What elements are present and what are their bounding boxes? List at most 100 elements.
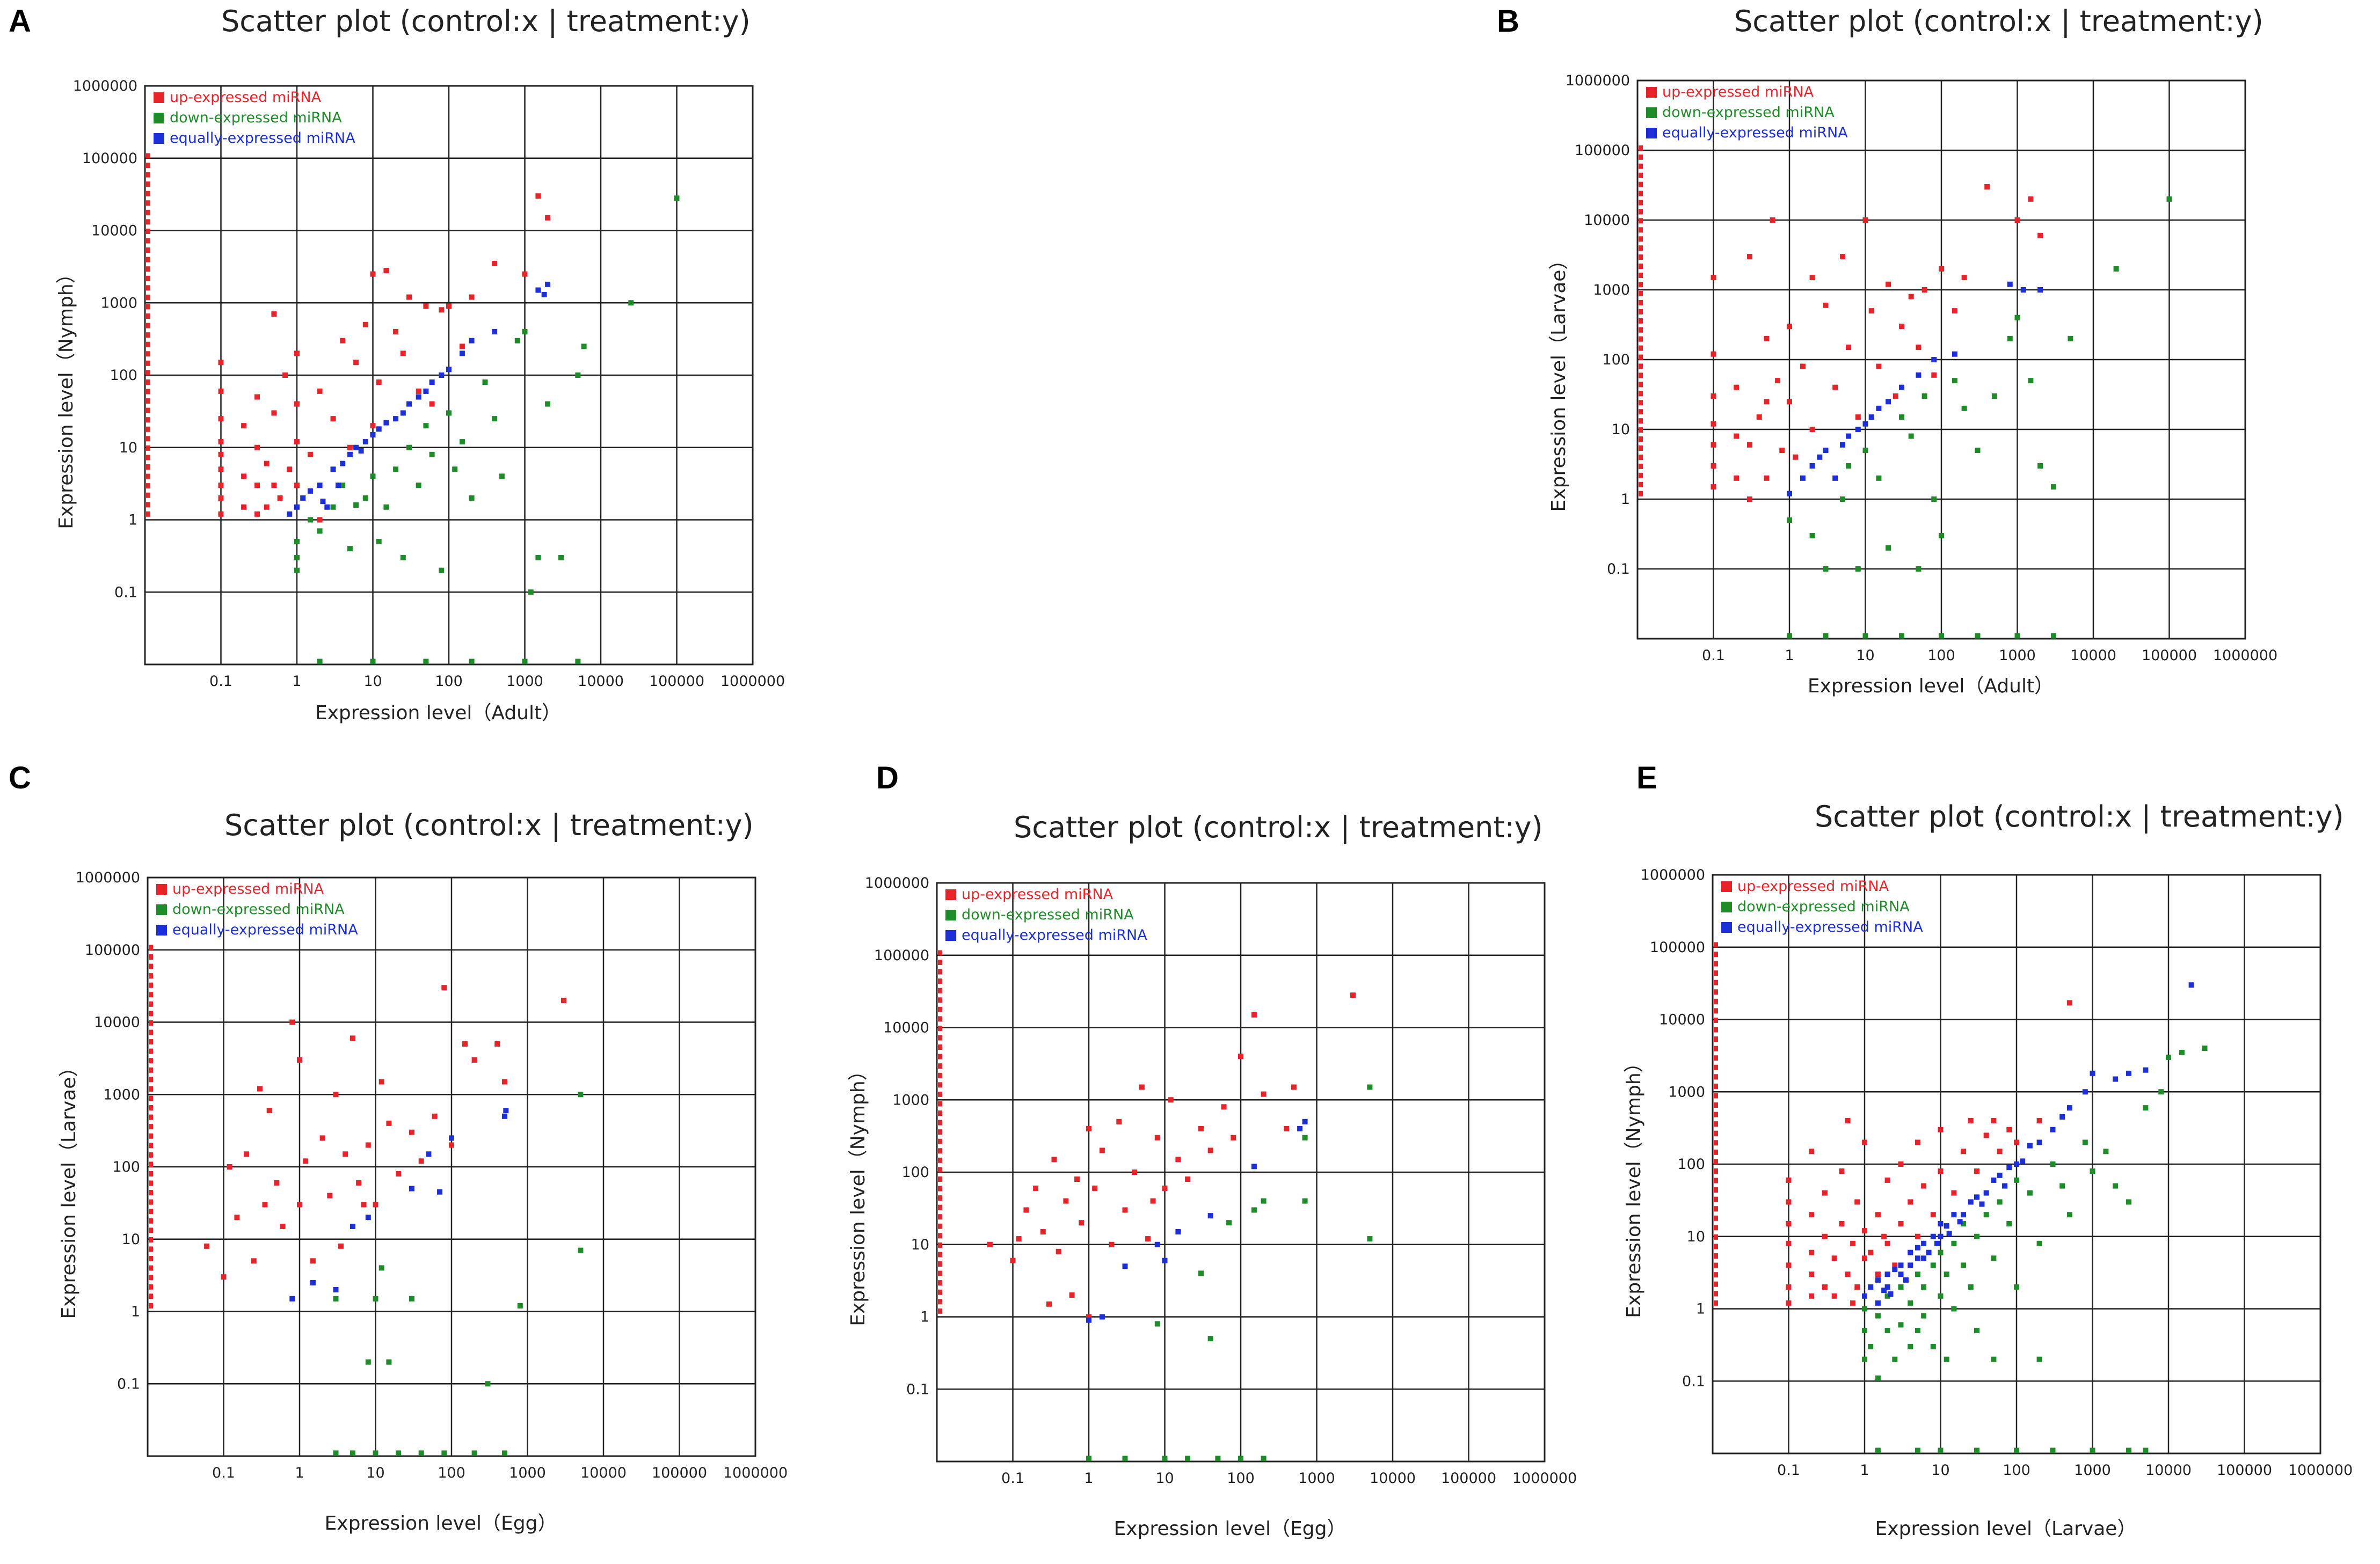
data-point-up	[218, 451, 224, 457]
data-point-equal	[1938, 1221, 1944, 1227]
data-point-up	[1845, 1117, 1851, 1123]
data-point-up	[244, 1151, 250, 1157]
data-point-equal	[2002, 1183, 2008, 1189]
data-point-up	[1846, 345, 1852, 350]
data-point-equal	[423, 388, 429, 394]
data-point-down	[2014, 1448, 2019, 1453]
legend-label: up-expressed miRNA	[170, 89, 322, 106]
data-point-up	[1714, 1159, 1718, 1165]
x-tick-label: 1000	[1999, 647, 2036, 664]
data-point-equal	[1122, 1263, 1128, 1269]
data-point-down	[1884, 1328, 1890, 1334]
data-point-down	[1154, 1321, 1160, 1327]
data-point-up	[1898, 1161, 1904, 1167]
data-point-up	[1983, 1132, 1989, 1138]
data-point-up	[938, 1091, 942, 1097]
data-point-up	[1714, 1206, 1718, 1212]
data-point-down	[1951, 1240, 1957, 1246]
data-point-up	[218, 439, 224, 445]
data-point-up	[1639, 418, 1643, 424]
data-point-up	[938, 1054, 942, 1059]
y-tick-label: 0.1	[117, 1376, 140, 1392]
data-point-up	[1893, 393, 1898, 399]
data-point-equal	[1839, 442, 1845, 448]
data-point-up	[1714, 1121, 1718, 1127]
data-point-up	[149, 1190, 153, 1196]
data-point-down	[409, 1296, 415, 1302]
y-tick-label: 0.1	[114, 584, 137, 601]
data-point-equal	[1938, 1233, 1944, 1239]
data-point-up	[1639, 391, 1643, 397]
data-point-down	[2113, 266, 2119, 272]
data-point-down	[1930, 1262, 1936, 1268]
data-point-up	[1639, 382, 1643, 388]
data-point-up	[1261, 1091, 1267, 1097]
data-point-up	[1898, 1221, 1904, 1227]
data-point-equal	[2113, 1076, 2119, 1082]
data-point-equal	[501, 1113, 507, 1119]
data-point-up	[1074, 1176, 1080, 1182]
data-point-down	[2143, 1448, 2149, 1453]
data-point-equal	[1251, 1164, 1257, 1170]
data-point-equal	[1876, 405, 1882, 411]
data-point-down	[578, 1247, 584, 1253]
data-point-equal	[1862, 421, 1868, 427]
data-point-up	[416, 388, 421, 394]
data-point-up	[1809, 275, 1815, 281]
data-point-up	[1711, 484, 1716, 490]
data-point-up	[1714, 1093, 1718, 1099]
data-point-up	[1639, 218, 1643, 224]
data-point-equal	[1846, 433, 1852, 439]
y-tick-label: 1	[920, 1309, 929, 1326]
data-point-up	[1714, 961, 1718, 967]
data-point-up	[938, 1129, 942, 1135]
data-point-up	[1168, 1097, 1174, 1103]
x-tick-label: 1	[1084, 1470, 1093, 1487]
data-point-up	[149, 1180, 153, 1186]
data-point-up	[938, 1025, 942, 1031]
x-tick-label: 1	[292, 673, 301, 690]
data-point-down	[2037, 463, 2043, 469]
data-point-up	[1711, 393, 1716, 399]
data-point-up	[146, 219, 150, 225]
data-point-equal	[2007, 281, 2013, 287]
data-point-up	[149, 992, 153, 998]
data-point-equal	[2014, 1161, 2019, 1167]
data-point-down	[393, 466, 399, 472]
x-tick-label: 10000	[578, 673, 624, 690]
data-point-up	[149, 1199, 153, 1205]
data-point-up	[2014, 1139, 2019, 1145]
data-point-up	[146, 257, 150, 262]
data-point-down	[2090, 1168, 2095, 1174]
data-point-up	[347, 444, 353, 450]
data-point-down	[1899, 414, 1905, 420]
data-point-up	[280, 1224, 286, 1230]
data-point-equal	[1875, 1277, 1881, 1283]
data-point-up	[1961, 1149, 1967, 1154]
data-point-down	[370, 473, 376, 479]
data-point-up	[353, 360, 359, 366]
data-point-up	[149, 1001, 153, 1007]
data-point-equal	[1832, 475, 1838, 481]
data-point-down	[1122, 1456, 1128, 1461]
data-point-equal	[287, 511, 293, 517]
data-point-up	[1711, 421, 1716, 427]
data-point-down	[1915, 1328, 1920, 1334]
data-point-up	[218, 466, 224, 472]
data-point-equal	[400, 410, 406, 416]
data-point-down	[2027, 1190, 2033, 1196]
data-point-up	[1207, 1148, 1213, 1153]
legend-swatch	[154, 113, 164, 123]
y-tick-label: 1000000	[865, 875, 929, 891]
data-point-up	[1862, 1255, 1867, 1261]
legend-label: down-expressed miRNA	[172, 901, 345, 918]
y-tick-label: 1	[131, 1304, 140, 1320]
data-point-up	[1968, 1117, 1974, 1123]
data-point-up	[1876, 363, 1882, 369]
data-point-up	[1747, 496, 1753, 502]
y-tick-label: 10000	[1584, 212, 1630, 229]
data-point-down	[2006, 1221, 2012, 1227]
data-point-down	[2059, 1183, 2065, 1189]
data-point-up	[146, 398, 150, 404]
data-point-up	[350, 1035, 355, 1041]
